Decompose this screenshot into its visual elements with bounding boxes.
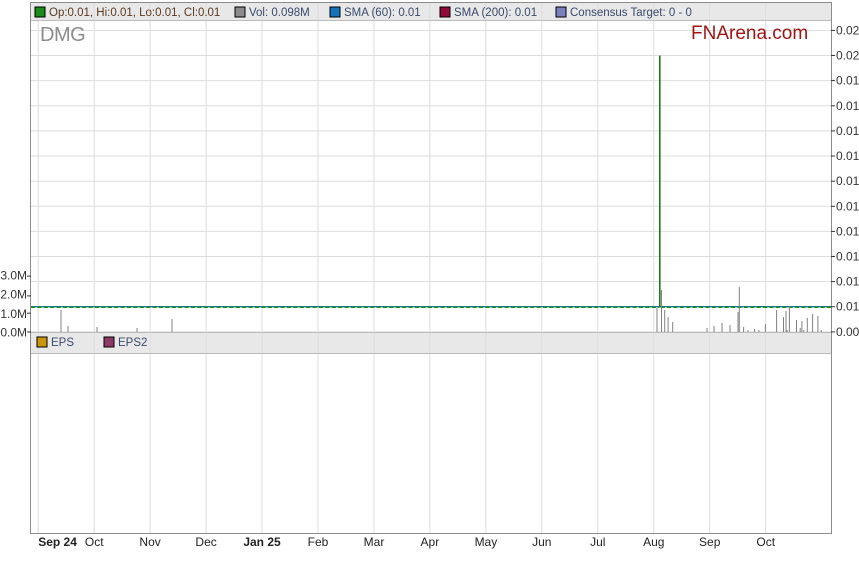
svg-text:Aug: Aug: [643, 535, 664, 549]
svg-text:3.0M: 3.0M: [0, 269, 27, 283]
svg-text:Sep 24: Sep 24: [38, 535, 77, 549]
svg-text:Jul: Jul: [590, 535, 605, 549]
svg-text:0.021: 0.021: [836, 24, 859, 38]
svg-text:0.014: 0.014: [836, 199, 859, 213]
svg-text:EPS2: EPS2: [118, 337, 147, 349]
svg-text:Apr: Apr: [421, 535, 440, 549]
svg-text:May: May: [475, 535, 498, 549]
svg-text:Sep: Sep: [699, 535, 721, 549]
svg-text:0.018: 0.018: [836, 99, 859, 113]
svg-text:0.020: 0.020: [836, 49, 859, 63]
svg-text:Consensus Target: 0 - 0: Consensus Target: 0 - 0: [570, 7, 692, 19]
svg-text:Jan 25: Jan 25: [243, 535, 281, 549]
svg-text:0.009: 0.009: [836, 325, 859, 339]
svg-text:0.0M: 0.0M: [0, 325, 27, 339]
svg-text:Mar: Mar: [364, 535, 385, 549]
svg-text:Vol: 0.098M: Vol: 0.098M: [249, 7, 310, 19]
svg-text:FNArena.com: FNArena.com: [691, 23, 808, 44]
svg-text:Feb: Feb: [308, 535, 329, 549]
svg-text:0.015: 0.015: [836, 174, 859, 188]
svg-text:Oct: Oct: [756, 535, 775, 549]
svg-text:Dec: Dec: [195, 535, 216, 549]
svg-text:EPS: EPS: [51, 337, 74, 349]
svg-text:Jun: Jun: [532, 535, 551, 549]
svg-text:0.013: 0.013: [836, 224, 859, 238]
svg-text:Op:0.01, Hi:0.01, Lo:0.01, Cl:: Op:0.01, Hi:0.01, Lo:0.01, Cl:0.01: [49, 7, 220, 19]
svg-text:0.017: 0.017: [836, 124, 859, 138]
svg-text:0.019: 0.019: [836, 74, 859, 88]
svg-text:0.016: 0.016: [836, 149, 859, 163]
svg-text:1.0M: 1.0M: [0, 307, 27, 321]
svg-text:2.0M: 2.0M: [0, 288, 27, 302]
svg-text:Oct: Oct: [85, 535, 104, 549]
svg-text:SMA (200): 0.01: SMA (200): 0.01: [454, 7, 537, 19]
svg-text:Nov: Nov: [139, 535, 160, 549]
svg-text:0.012: 0.012: [836, 250, 859, 264]
svg-text:0.011: 0.011: [836, 275, 859, 289]
svg-text:0.010: 0.010: [836, 300, 859, 314]
svg-text:SMA (60): 0.01: SMA (60): 0.01: [344, 7, 421, 19]
svg-text:DMG: DMG: [40, 24, 85, 46]
